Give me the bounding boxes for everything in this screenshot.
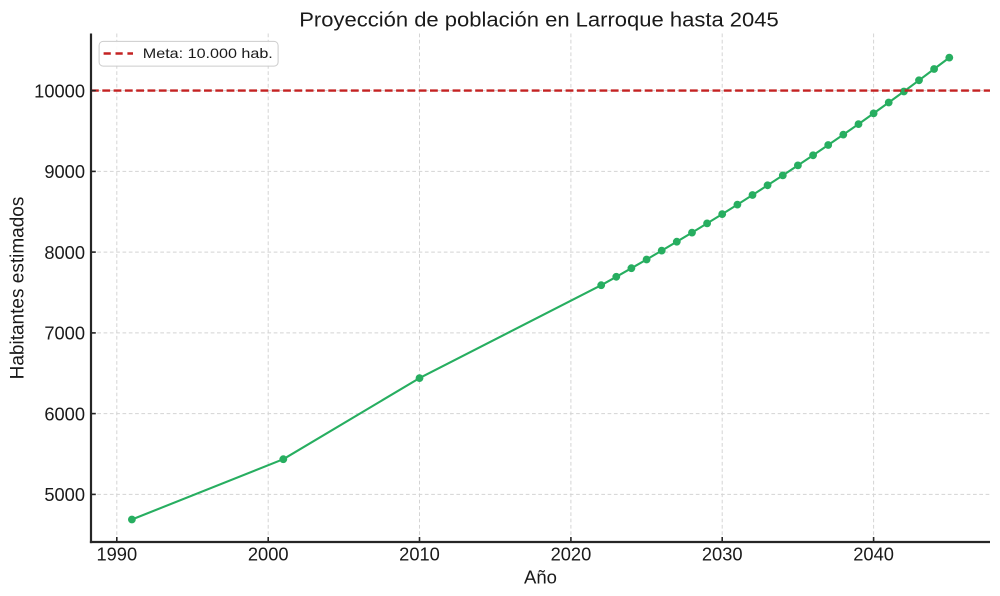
svg-text:Habitantes estimados: Habitantes estimados	[8, 197, 29, 380]
svg-text:Año: Año	[524, 566, 557, 587]
svg-text:7000: 7000	[44, 323, 85, 344]
svg-text:8000: 8000	[44, 242, 85, 263]
svg-text:5000: 5000	[44, 484, 85, 505]
svg-text:10000: 10000	[34, 80, 85, 101]
svg-text:Proyección de población en Lar: Proyección de población en Larroque hast…	[299, 8, 779, 31]
svg-text:2040: 2040	[853, 544, 894, 565]
svg-text:6000: 6000	[44, 403, 85, 424]
svg-text:2000: 2000	[248, 544, 289, 565]
svg-text:2030: 2030	[702, 544, 743, 565]
svg-text:1990: 1990	[96, 544, 137, 565]
svg-text:Meta: 10.000 hab.: Meta: 10.000 hab.	[143, 45, 273, 61]
svg-text:2010: 2010	[399, 544, 440, 565]
svg-text:9000: 9000	[44, 161, 85, 182]
svg-text:2020: 2020	[551, 544, 592, 565]
